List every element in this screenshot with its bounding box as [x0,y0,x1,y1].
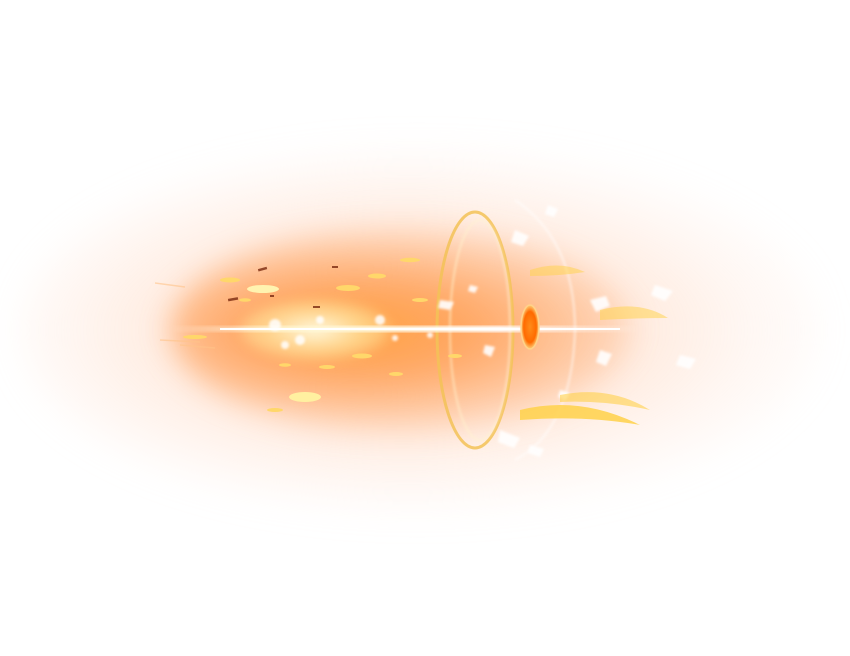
flame-flares [520,265,668,425]
sparkle-cluster [269,315,433,349]
light-streak [170,326,640,332]
trail-lines [154,282,216,349]
white-debris [438,205,696,457]
sparks [183,257,462,412]
orange-disc [520,304,540,350]
dark-embers [227,266,338,308]
